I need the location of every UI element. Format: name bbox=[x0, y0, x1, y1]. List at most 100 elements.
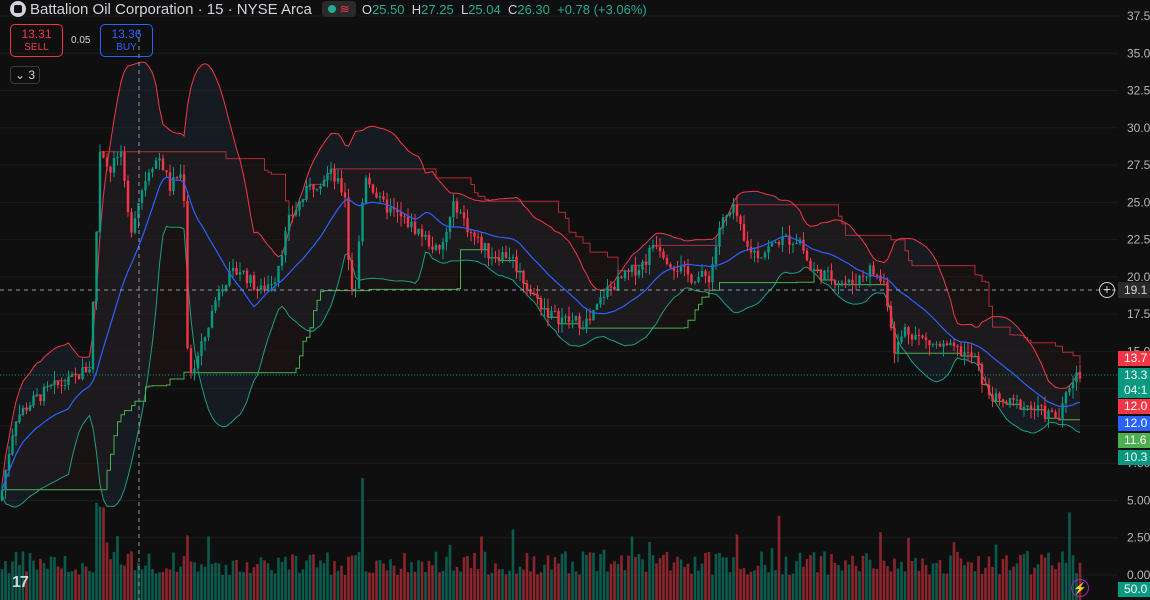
price-tag: 50.0 bbox=[1118, 582, 1150, 597]
volume-bar bbox=[420, 561, 424, 600]
candle-body bbox=[648, 247, 651, 265]
candle-body bbox=[875, 274, 879, 276]
volume-bar bbox=[74, 569, 77, 600]
volume-bar bbox=[315, 567, 319, 600]
candle-body bbox=[868, 265, 872, 277]
candle-body bbox=[686, 266, 690, 275]
volume-bar bbox=[1057, 562, 1061, 600]
volume-bar bbox=[182, 556, 186, 600]
volume-bar bbox=[984, 567, 987, 600]
volume-bar bbox=[844, 560, 847, 600]
candle-body bbox=[396, 209, 399, 213]
candle-body bbox=[315, 188, 319, 190]
volume-bar bbox=[522, 569, 525, 600]
candle-body bbox=[672, 267, 676, 271]
candle-body bbox=[39, 394, 42, 402]
symbol-title[interactable]: Battalion Oil Corporation · 15 · NYSE Ar… bbox=[30, 0, 312, 18]
candle-body bbox=[431, 246, 434, 250]
volume-bar bbox=[305, 560, 308, 600]
volume-bar bbox=[917, 570, 921, 600]
plus-circle-icon[interactable]: + bbox=[1099, 282, 1115, 298]
candle-body bbox=[116, 156, 119, 159]
price-tag: 12.0 bbox=[1118, 399, 1150, 414]
candle-body bbox=[186, 200, 189, 349]
candle-body bbox=[466, 218, 469, 233]
indicators-toggle-button[interactable]: ⌄ 3 bbox=[10, 66, 40, 84]
tradingview-logo-icon[interactable]: 17 bbox=[12, 574, 29, 591]
volume-bar bbox=[217, 563, 221, 600]
volume-bar bbox=[665, 551, 669, 600]
volume-bar bbox=[959, 558, 963, 600]
volume-bar bbox=[189, 561, 193, 600]
candle-body bbox=[585, 318, 588, 328]
candle-body bbox=[224, 285, 228, 290]
candle-body bbox=[168, 172, 172, 192]
volume-bar bbox=[924, 564, 928, 600]
volume-bar bbox=[109, 559, 112, 600]
candle-body bbox=[711, 264, 714, 283]
volume-bar bbox=[1022, 554, 1026, 600]
volume-bar bbox=[287, 569, 291, 600]
volume-bar bbox=[644, 571, 648, 600]
candle-body bbox=[1036, 405, 1040, 410]
volume-bar bbox=[546, 555, 550, 600]
volume-bar bbox=[161, 571, 165, 600]
buy-label: BUY bbox=[116, 42, 137, 53]
candle-body bbox=[154, 160, 158, 169]
buy-button[interactable]: 13.36 BUY bbox=[100, 24, 153, 57]
volume-bar bbox=[382, 563, 385, 600]
market-status-badge[interactable]: ≋ bbox=[321, 1, 356, 17]
candle-body bbox=[95, 231, 98, 303]
candle-body bbox=[326, 173, 329, 181]
volume-bar bbox=[676, 556, 679, 600]
open-value: 25.50 bbox=[371, 1, 405, 17]
candle-body bbox=[284, 231, 287, 256]
candle-body bbox=[245, 270, 249, 284]
candle-body bbox=[1026, 405, 1029, 407]
candle-body bbox=[259, 285, 263, 291]
volume-bar bbox=[672, 562, 676, 600]
volume-bar bbox=[252, 567, 256, 600]
volume-bar bbox=[497, 569, 501, 600]
candle-body bbox=[340, 178, 343, 193]
volume-bar bbox=[60, 568, 63, 600]
lightning-icon[interactable]: ⚡ bbox=[1071, 579, 1089, 597]
candle-body bbox=[18, 414, 21, 422]
candle-body bbox=[987, 384, 991, 395]
volume-bar bbox=[697, 570, 700, 600]
volume-bar bbox=[102, 507, 105, 600]
candle-body bbox=[32, 395, 35, 406]
volume-bar bbox=[784, 556, 788, 600]
volume-bar bbox=[301, 569, 305, 600]
candle-body bbox=[837, 283, 840, 285]
volume-bar bbox=[949, 555, 952, 600]
volume-bar bbox=[585, 554, 588, 600]
candle-body bbox=[11, 435, 14, 455]
candle-body bbox=[819, 269, 823, 281]
volume-bar bbox=[389, 559, 392, 600]
volume-bar bbox=[392, 565, 396, 600]
volume-bar bbox=[599, 554, 602, 600]
candle-body bbox=[805, 250, 809, 261]
candle-body bbox=[1057, 417, 1061, 420]
volume-bar bbox=[1047, 552, 1050, 600]
sell-button[interactable]: 13.31 SELL bbox=[10, 24, 63, 57]
candle-body bbox=[427, 234, 431, 247]
candle-body bbox=[655, 245, 658, 247]
volume-bar bbox=[378, 559, 382, 600]
candle-body bbox=[879, 275, 882, 282]
candle-body bbox=[557, 310, 560, 324]
candle-body bbox=[529, 290, 532, 294]
volume-bar bbox=[774, 570, 777, 600]
candle-body bbox=[630, 265, 634, 272]
volume-bar bbox=[711, 574, 714, 600]
candle-body bbox=[553, 310, 557, 312]
volume-bar bbox=[242, 572, 245, 600]
price-axis-tick: 37.50 bbox=[1127, 9, 1150, 23]
volume-bar bbox=[1015, 563, 1019, 600]
candle-body bbox=[217, 291, 221, 301]
volume-bar bbox=[165, 568, 168, 600]
candle-body bbox=[46, 385, 49, 388]
volume-bar bbox=[938, 559, 942, 600]
